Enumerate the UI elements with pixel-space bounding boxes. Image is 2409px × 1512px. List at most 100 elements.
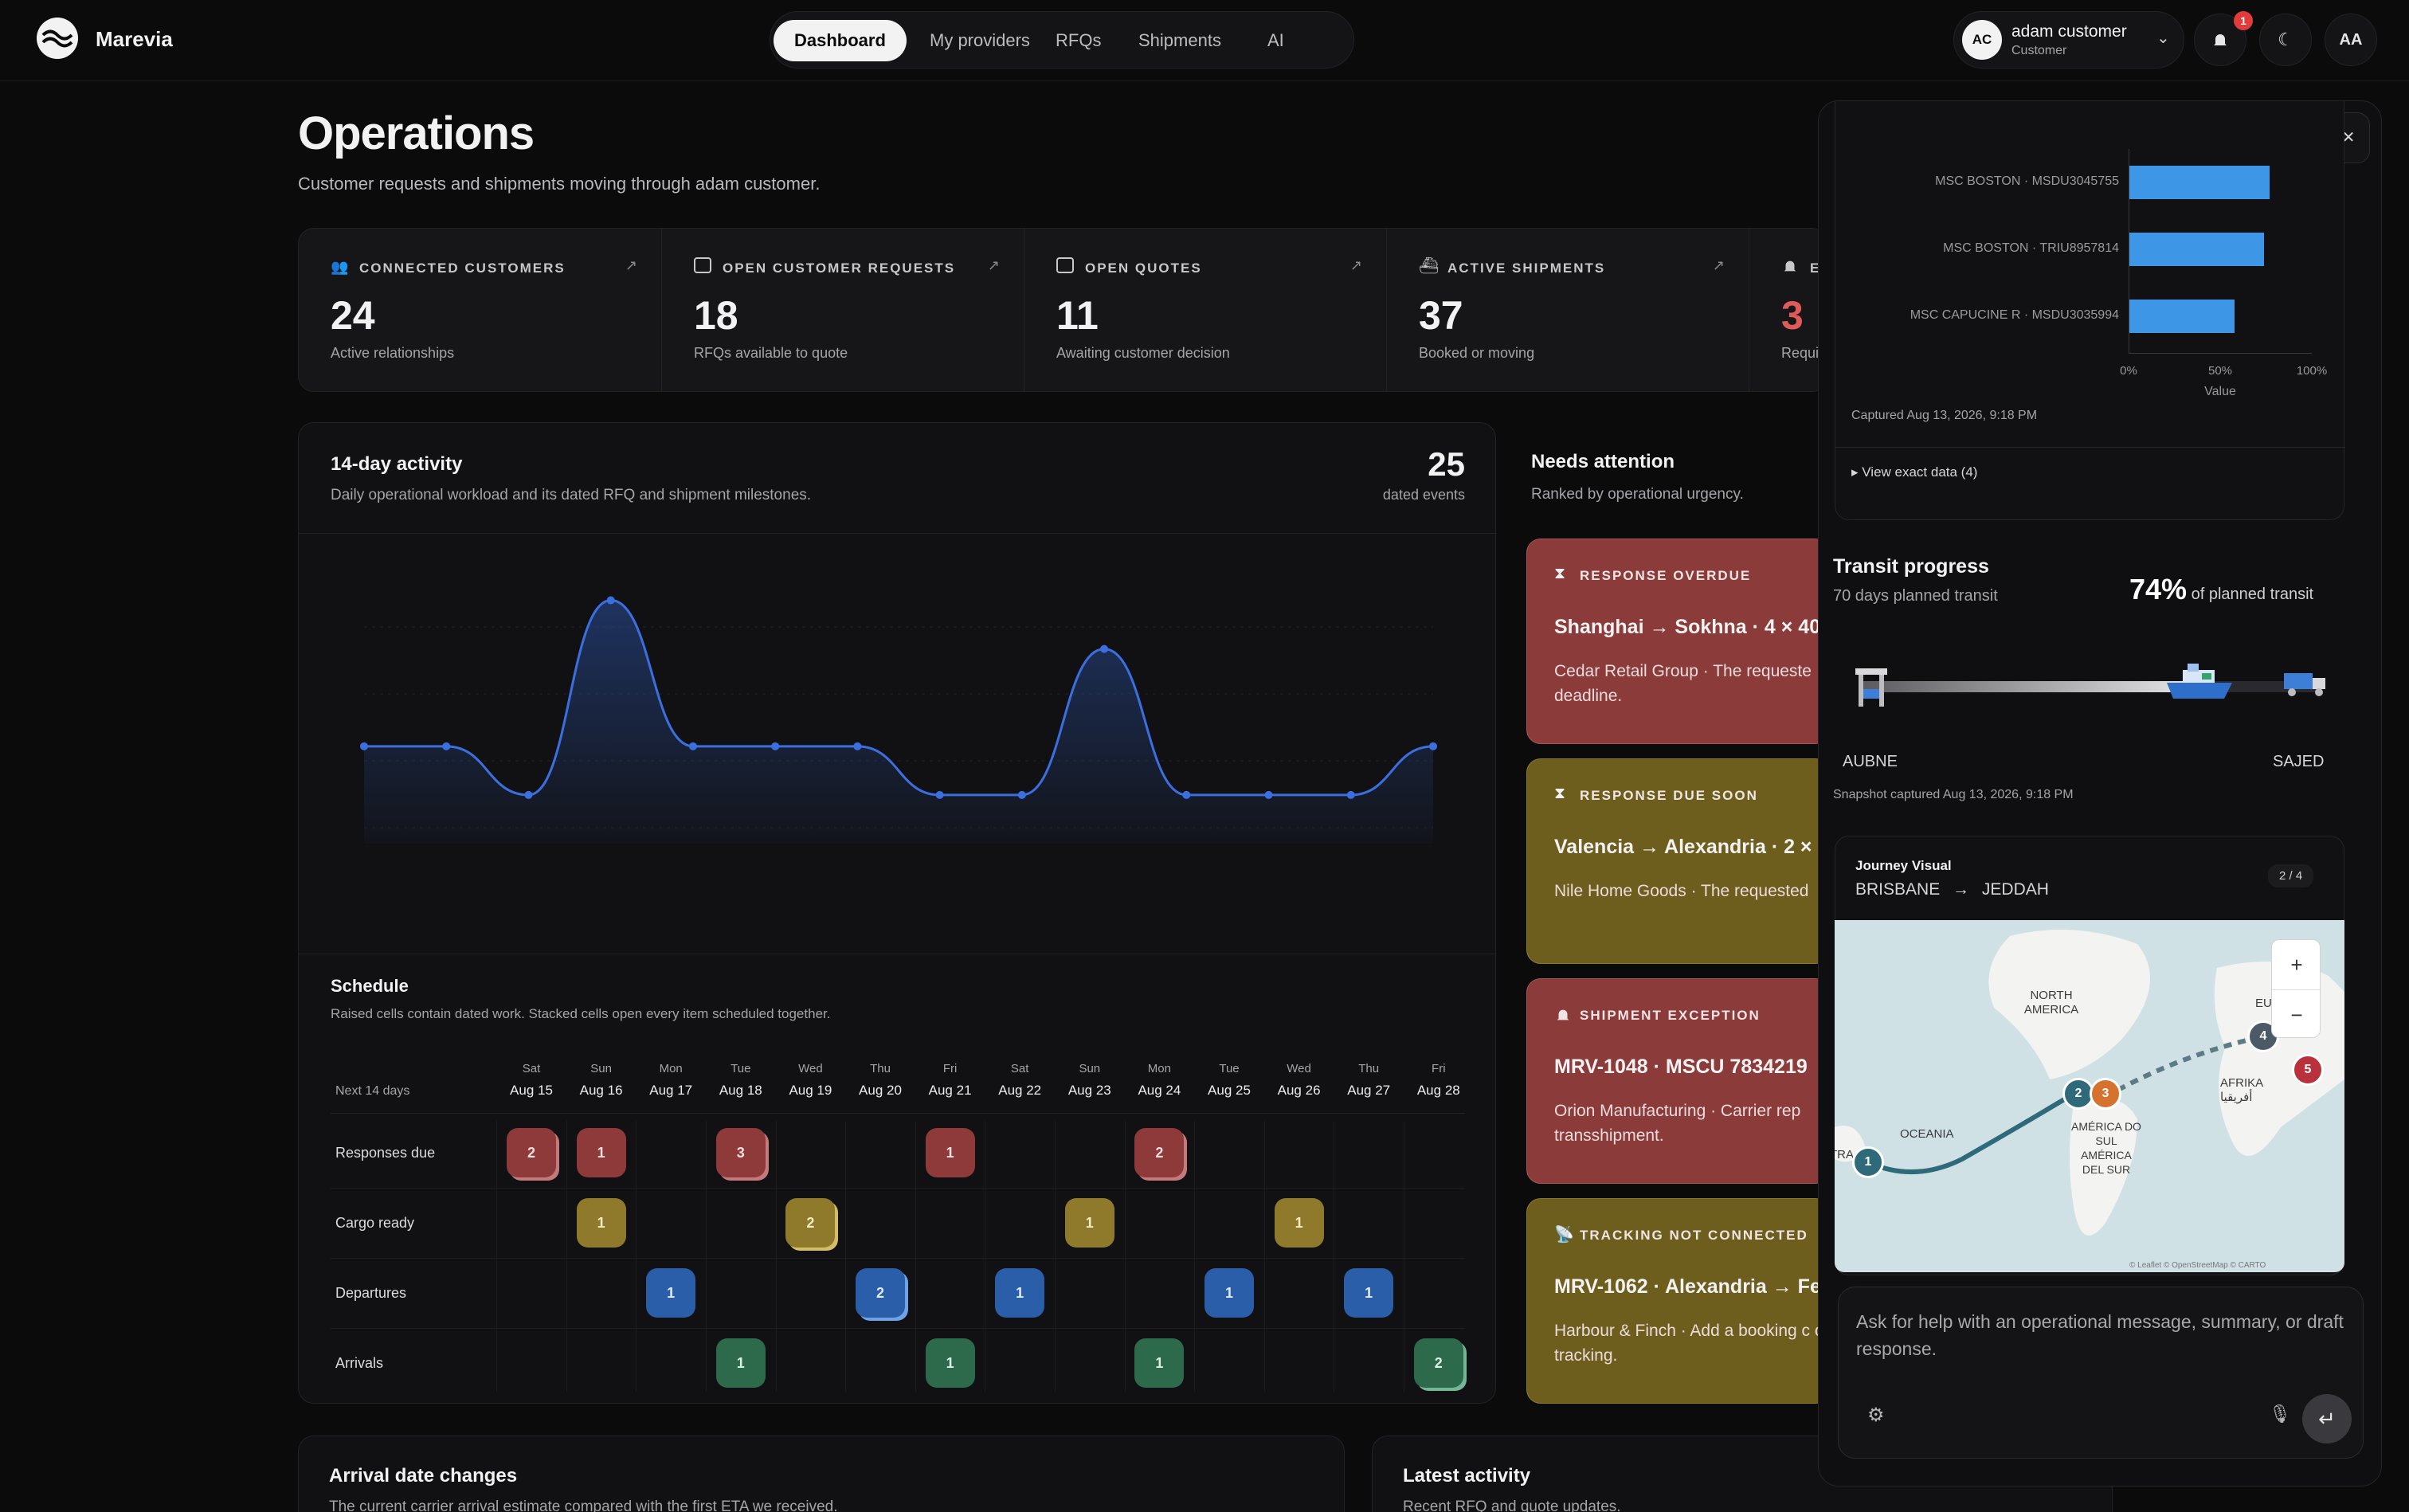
- schedule-cell[interactable]: 1: [715, 1338, 766, 1388]
- schedule-day-label: Wed: [1287, 1062, 1311, 1075]
- schedule-cell[interactable]: 1: [925, 1128, 975, 1177]
- divider: [331, 1113, 1465, 1114]
- attention-item[interactable]: SHIPMENT EXCEPTION MRV-1048 · MSCU 78342…: [1526, 978, 1829, 1184]
- attention-item[interactable]: 📡 TRACKING NOT CONNECTED MRV-1062 · Alex…: [1526, 1198, 1829, 1404]
- chevron-down-icon: ⌄: [2156, 29, 2170, 47]
- schedule-cell[interactable]: 3: [715, 1128, 766, 1177]
- marevia-logo-icon[interactable]: [37, 18, 78, 59]
- stat-connected-customers[interactable]: 👥 CONNECTED CUSTOMERS 24 Active relation…: [299, 229, 661, 391]
- schedule-row-label: Cargo ready: [335, 1215, 415, 1231]
- bell-icon: [1557, 1009, 1569, 1020]
- route-pin[interactable]: 2: [2062, 1078, 2094, 1110]
- attention-item-desc: Cedar Retail Group · The requeste deadli…: [1554, 662, 1812, 705]
- schedule-day-label: Mon: [1147, 1062, 1171, 1075]
- user-menu[interactable]: AC adam customer Customer ⌄: [1953, 11, 2184, 69]
- schedule-cell[interactable]: 1: [576, 1198, 626, 1248]
- stat-active-shipments[interactable]: ⛴ ACTIVE SHIPMENTS 37 Booked or moving ↗: [1386, 229, 1749, 391]
- schedule-cell[interactable]: 1: [1064, 1198, 1114, 1248]
- divider: [331, 1258, 1465, 1259]
- vessel-icon: [2164, 651, 2237, 707]
- stat-open-quotes[interactable]: OPEN QUOTES 11 Awaiting customer decisio…: [1024, 229, 1386, 391]
- schedule-date-label: Aug 16: [579, 1083, 623, 1098]
- chart-point: [442, 742, 451, 750]
- schedule-date-label: Aug 20: [859, 1083, 902, 1098]
- schedule-cell[interactable]: 2: [856, 1268, 905, 1318]
- transit-progress-fill: [1859, 681, 2201, 692]
- schedule-cell[interactable]: 1: [925, 1338, 975, 1388]
- attention-item-desc: Harbour & Finch · Add a booking c carrie…: [1554, 1322, 1828, 1365]
- origin-code: AUBNE: [1843, 753, 1898, 770]
- arrow-up-right-icon[interactable]: ↗: [987, 257, 1000, 273]
- assistant-input-box: Ask for help with an operational message…: [1838, 1287, 2364, 1459]
- theme-toggle-button[interactable]: ☾: [2259, 14, 2312, 66]
- schedule-subtitle: Raised cells contain dated work. Stacked…: [331, 1006, 831, 1021]
- schedule-header-label: Next 14 days: [335, 1084, 410, 1098]
- stat-desc: Active relationships: [331, 345, 455, 361]
- top-bar: Marevia Dashboard My providers RFQs Ship…: [0, 0, 2409, 81]
- model-icon[interactable]: ⚙: [1867, 1404, 1885, 1426]
- route-pin[interactable]: 5: [2292, 1054, 2324, 1086]
- map-label: AFRIKA أفريقيا: [2220, 1076, 2263, 1104]
- chart-point: [1429, 742, 1437, 750]
- nav-dashboard[interactable]: Dashboard: [774, 20, 907, 61]
- chart-point: [524, 790, 533, 799]
- arrow-up-right-icon[interactable]: ↗: [625, 257, 637, 273]
- transit-percent-label: of planned transit: [2191, 586, 2314, 603]
- schedule-cell[interactable]: 1: [1274, 1198, 1324, 1248]
- route-map[interactable]: NORTH AMERICA OCEANIA AMÉRICA DO SUL AMÉ…: [1835, 920, 2344, 1272]
- divider: [331, 1188, 1465, 1189]
- view-exact-data-toggle[interactable]: ▸ View exact data (4): [1851, 464, 1978, 480]
- journey-title: Journey Visual: [1855, 858, 1952, 873]
- stats-bar: 👥 CONNECTED CUSTOMERS 24 Active relation…: [298, 228, 1827, 392]
- nav-rfqs[interactable]: RFQs: [1056, 30, 1102, 50]
- chart-point: [606, 596, 615, 605]
- attention-item[interactable]: ⧗ RESPONSE DUE SOON Valencia → Alexandri…: [1526, 758, 1829, 964]
- schedule-cell[interactable]: 2: [1134, 1128, 1185, 1177]
- send-button[interactable]: ↵: [2302, 1394, 2352, 1443]
- schedule-column-line: [1124, 1121, 1126, 1392]
- main-nav: Dashboard My providers RFQs Shipments AI: [770, 11, 1354, 69]
- zoom-out-button[interactable]: −: [2272, 989, 2321, 1039]
- schedule-cell[interactable]: 2: [785, 1198, 836, 1248]
- microphone-icon[interactable]: 🎙: [2269, 1404, 2291, 1424]
- schedule-cell[interactable]: 1: [1204, 1268, 1254, 1318]
- schedule-cell[interactable]: 1: [1344, 1268, 1394, 1318]
- users-icon: 👥: [331, 259, 349, 275]
- schedule-day-label: Wed: [798, 1062, 823, 1075]
- journey-page-indicator[interactable]: 2 / 4: [2268, 864, 2314, 887]
- schedule-cell[interactable]: 1: [1134, 1338, 1185, 1388]
- schedule-cell[interactable]: 1: [995, 1268, 1045, 1318]
- nav-my-providers[interactable]: My providers: [930, 30, 1030, 50]
- route-pin[interactable]: 1: [1852, 1146, 1884, 1178]
- route-pin[interactable]: 3: [2090, 1078, 2121, 1110]
- schedule-cell[interactable]: 1: [646, 1268, 696, 1318]
- brand-name[interactable]: Marevia: [96, 27, 173, 51]
- schedule-day-label: Sun: [590, 1062, 612, 1075]
- stat-open-requests[interactable]: OPEN CUSTOMER REQUESTS 18 RFQs available…: [661, 229, 1024, 391]
- stat-value: 18: [694, 293, 738, 338]
- nav-shipments[interactable]: Shipments: [1138, 30, 1221, 50]
- attention-tag: RESPONSE DUE SOON: [1580, 788, 1758, 803]
- transit-title: Transit progress: [1833, 555, 1989, 578]
- page-subtitle: Customer requests and shipments moving t…: [298, 174, 821, 194]
- schedule-cell[interactable]: 1: [576, 1128, 626, 1177]
- schedule-cell[interactable]: 2: [507, 1128, 556, 1177]
- zoom-in-button[interactable]: +: [2290, 953, 2303, 977]
- arrow-up-right-icon[interactable]: ↗: [1712, 257, 1725, 273]
- close-icon[interactable]: ✕: [2341, 129, 2356, 147]
- assistant-input[interactable]: Ask for help with an operational message…: [1856, 1311, 2344, 1359]
- transit-percent-group: 74% of planned transit: [2129, 573, 2313, 606]
- moon-icon: ☾: [2278, 29, 2293, 49]
- account-avatar-button[interactable]: AA: [2325, 14, 2377, 66]
- stat-desc: Booked or moving: [1419, 345, 1535, 361]
- schedule-cell[interactable]: 2: [1413, 1338, 1463, 1388]
- chart-point: [1017, 790, 1026, 799]
- stat-exceptions[interactable]: E 3 Requi: [1749, 229, 1827, 391]
- stat-label: ACTIVE SHIPMENTS: [1447, 260, 1606, 276]
- map-label: NORTH AMERICA: [2023, 989, 2079, 1016]
- nav-ai[interactable]: AI: [1267, 30, 1284, 50]
- attention-item[interactable]: ⧗ RESPONSE OVERDUE Shanghai → Sokhna · 4…: [1526, 539, 1829, 744]
- arrow-up-right-icon[interactable]: ↗: [1349, 257, 1362, 273]
